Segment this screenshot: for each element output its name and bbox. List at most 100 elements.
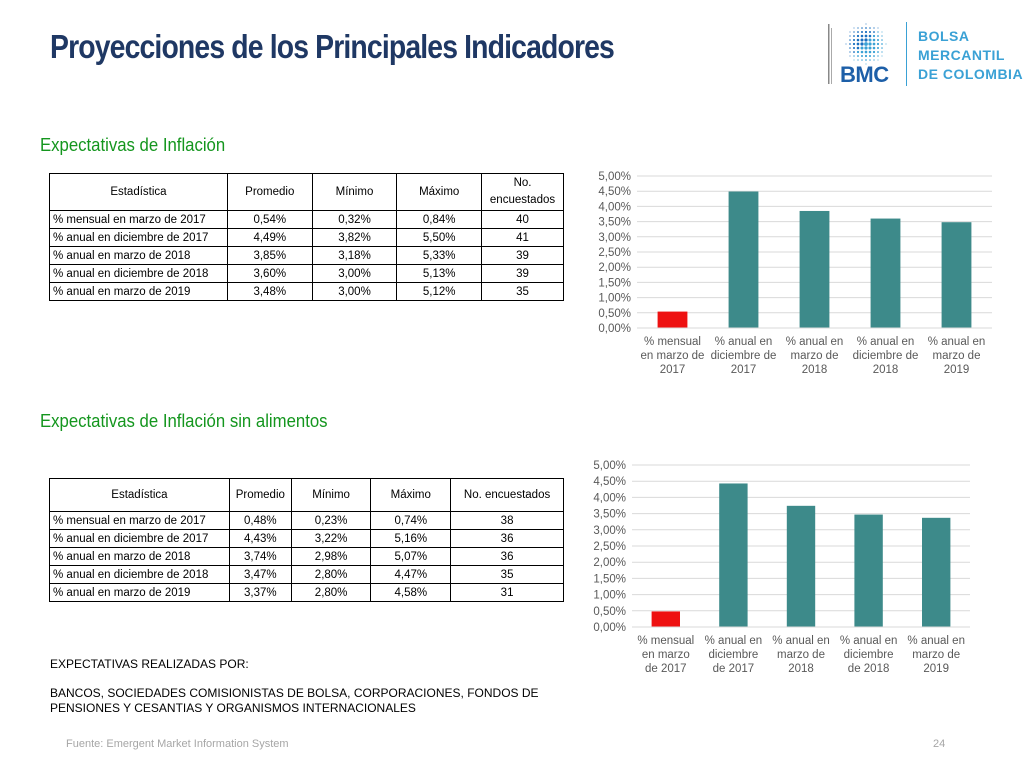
bar	[786, 505, 816, 627]
table-cell: 3,18%	[311, 246, 398, 265]
table-cell: 41	[481, 228, 564, 247]
footer-source: Fuente: Emergent Market Information Syst…	[66, 738, 289, 750]
header-maximo: Máximo	[370, 478, 452, 512]
table-cell: % anual en diciembre de 2018	[49, 264, 228, 283]
y-tick-label: 4,50%	[598, 186, 631, 198]
table-cell: 3,60%	[226, 264, 313, 283]
table-cell: % mensual en marzo de 2017	[49, 511, 230, 530]
header-promedio: Promedio	[228, 478, 292, 512]
y-tick-label: 4,00%	[593, 492, 626, 504]
table-cell: 5,33%	[396, 246, 483, 265]
x-tick-label: % anual en marzo de 2018	[772, 635, 830, 675]
x-tick-label: % anual en marzo de 2018	[786, 336, 844, 376]
bar	[799, 210, 830, 328]
x-tick-label: % anual en diciembre de 2018	[853, 336, 919, 376]
table-cell: % anual en diciembre de 2017	[49, 228, 228, 247]
y-tick-label: 0,00%	[593, 622, 626, 634]
table-cell: 36	[450, 547, 564, 566]
table-cell: 3,85%	[226, 246, 313, 265]
header-minimo: Mínimo	[311, 173, 398, 211]
table-cell: 3,00%	[311, 282, 398, 301]
table-cell: 31	[450, 583, 564, 602]
logo-line-3: DE COLOMBIA	[918, 66, 1024, 82]
header-encuestados: No. encuestados	[450, 478, 564, 512]
table-row: % anual en marzo de 2018 3,85% 3,18% 5,33% 3…	[49, 246, 564, 265]
section-title-inflation-no-food: Expectativas de Inflación sin alimentos	[40, 411, 328, 431]
table-cell: 4,58%	[370, 583, 452, 602]
y-tick-label: 1,50%	[593, 573, 626, 585]
table-row: % anual en diciembre de 2018 3,47% 2,80% 4,…	[49, 565, 564, 584]
table-cell: 38	[450, 511, 564, 530]
table-cell: 35	[450, 565, 564, 584]
x-tick-label: % mensual en marzo de 2017	[637, 635, 694, 675]
header-estadistica: Estadística	[49, 173, 228, 211]
table-cell: 5,13%	[396, 264, 483, 283]
y-tick-label: 2,00%	[593, 557, 626, 569]
y-tick-label: 3,50%	[593, 509, 626, 521]
y-tick-label: 5,00%	[593, 460, 626, 472]
table-row: % anual en diciembre de 2018 3,60% 3,00% 5,…	[49, 264, 564, 283]
section-title-inflation: Expectativas de Inflación	[40, 135, 226, 155]
y-tick-label: 2,50%	[593, 541, 626, 553]
table-cell: 5,07%	[370, 547, 452, 566]
table-cell: 2,80%	[290, 565, 372, 584]
table-cell: % anual en marzo de 2018	[49, 547, 230, 566]
table-cell: % mensual en marzo de 2017	[49, 210, 228, 229]
table-row: % anual en diciembre de 2017 4,43% 3,22% 5,…	[49, 529, 564, 548]
logo-divider	[906, 22, 907, 86]
table-cell: % anual en marzo de 2018	[49, 246, 228, 265]
logo-line-2: MERCANTIL	[918, 47, 1005, 63]
table-cell: 3,22%	[290, 529, 372, 548]
table-cell: 2,98%	[290, 547, 372, 566]
y-tick-label: 5,00%	[598, 171, 631, 183]
y-tick-label: 0,50%	[598, 308, 631, 320]
notes-body: BANCOS, SOCIEDADES COMISIONISTAS DE BOLS…	[50, 686, 539, 715]
header-encuestados: No. encuestados	[481, 173, 564, 211]
table-row: % anual en marzo de 2019 3,48% 3,00% 5,12% 3…	[49, 282, 564, 301]
x-tick-label: % anual en diciembre de 2018	[840, 635, 898, 675]
logo-wordmark: BOLSA MERCANTIL DE COLOMBIA	[918, 27, 1023, 84]
table-cell: 0,23%	[290, 511, 372, 530]
y-tick-label: 4,50%	[593, 476, 626, 488]
inflation-expectations-bar-chart: 0,00% 0,50% 1,00% 1,50% 2,00% 2,50% 3,00% 3,50%…	[598, 171, 992, 376]
y-tick-label: 1,50%	[598, 277, 631, 289]
bar	[719, 483, 748, 627]
table-cell: 3,47%	[228, 565, 292, 584]
table-cell: 3,37%	[228, 583, 292, 602]
y-tick-label: 0,50%	[593, 606, 626, 618]
header-maximo: Máximo	[396, 173, 483, 211]
table-cell: 3,48%	[226, 282, 313, 301]
x-tick-label: % mensual en marzo de 2017	[641, 336, 705, 376]
table-cell: 0,84%	[396, 210, 483, 229]
table-cell: 35	[481, 282, 564, 301]
table-cell: 3,00%	[311, 264, 398, 283]
table-cell: 40	[481, 210, 564, 229]
x-tick-label: % anual en marzo de 2019	[928, 336, 986, 376]
bar	[651, 611, 680, 627]
header-promedio: Promedio	[226, 173, 313, 211]
y-tick-label: 1,00%	[598, 293, 631, 305]
bar	[854, 514, 883, 627]
logo-acronym: BMC	[840, 62, 889, 87]
table-cell: 4,47%	[370, 565, 452, 584]
table-cell: 0,74%	[370, 511, 452, 530]
table-cell: 5,12%	[396, 282, 483, 301]
y-tick-label: 4,00%	[598, 201, 631, 213]
table-cell: % anual en marzo de 2019	[49, 282, 228, 301]
y-tick-label: 0,00%	[598, 323, 631, 335]
notes-heading: EXPECTATIVAS REALIZADAS POR:	[50, 657, 249, 671]
bar	[657, 311, 688, 328]
inflation-no-food-bar-chart: 0,00% 0,50% 1,00% 1,50% 2,00% 2,50% 3,00% 3,50%…	[593, 460, 970, 675]
bar	[922, 517, 951, 627]
table-cell: 36	[450, 529, 564, 548]
table-cell: 2,80%	[290, 583, 372, 602]
logo-line-1: BOLSA	[918, 28, 970, 44]
table-cell: 0,54%	[226, 210, 313, 229]
table-cell: 39	[481, 246, 564, 265]
table-row: % mensual en marzo de 2017 0,48% 0,23% 0,74…	[49, 511, 564, 530]
table-cell: 5,50%	[396, 228, 483, 247]
y-tick-label: 3,00%	[598, 232, 631, 244]
table-row: % anual en marzo de 2018 3,74% 2,98% 5,07% 3…	[49, 547, 564, 566]
bar	[728, 191, 759, 328]
x-tick-label: % anual en marzo de 2019	[907, 635, 965, 675]
